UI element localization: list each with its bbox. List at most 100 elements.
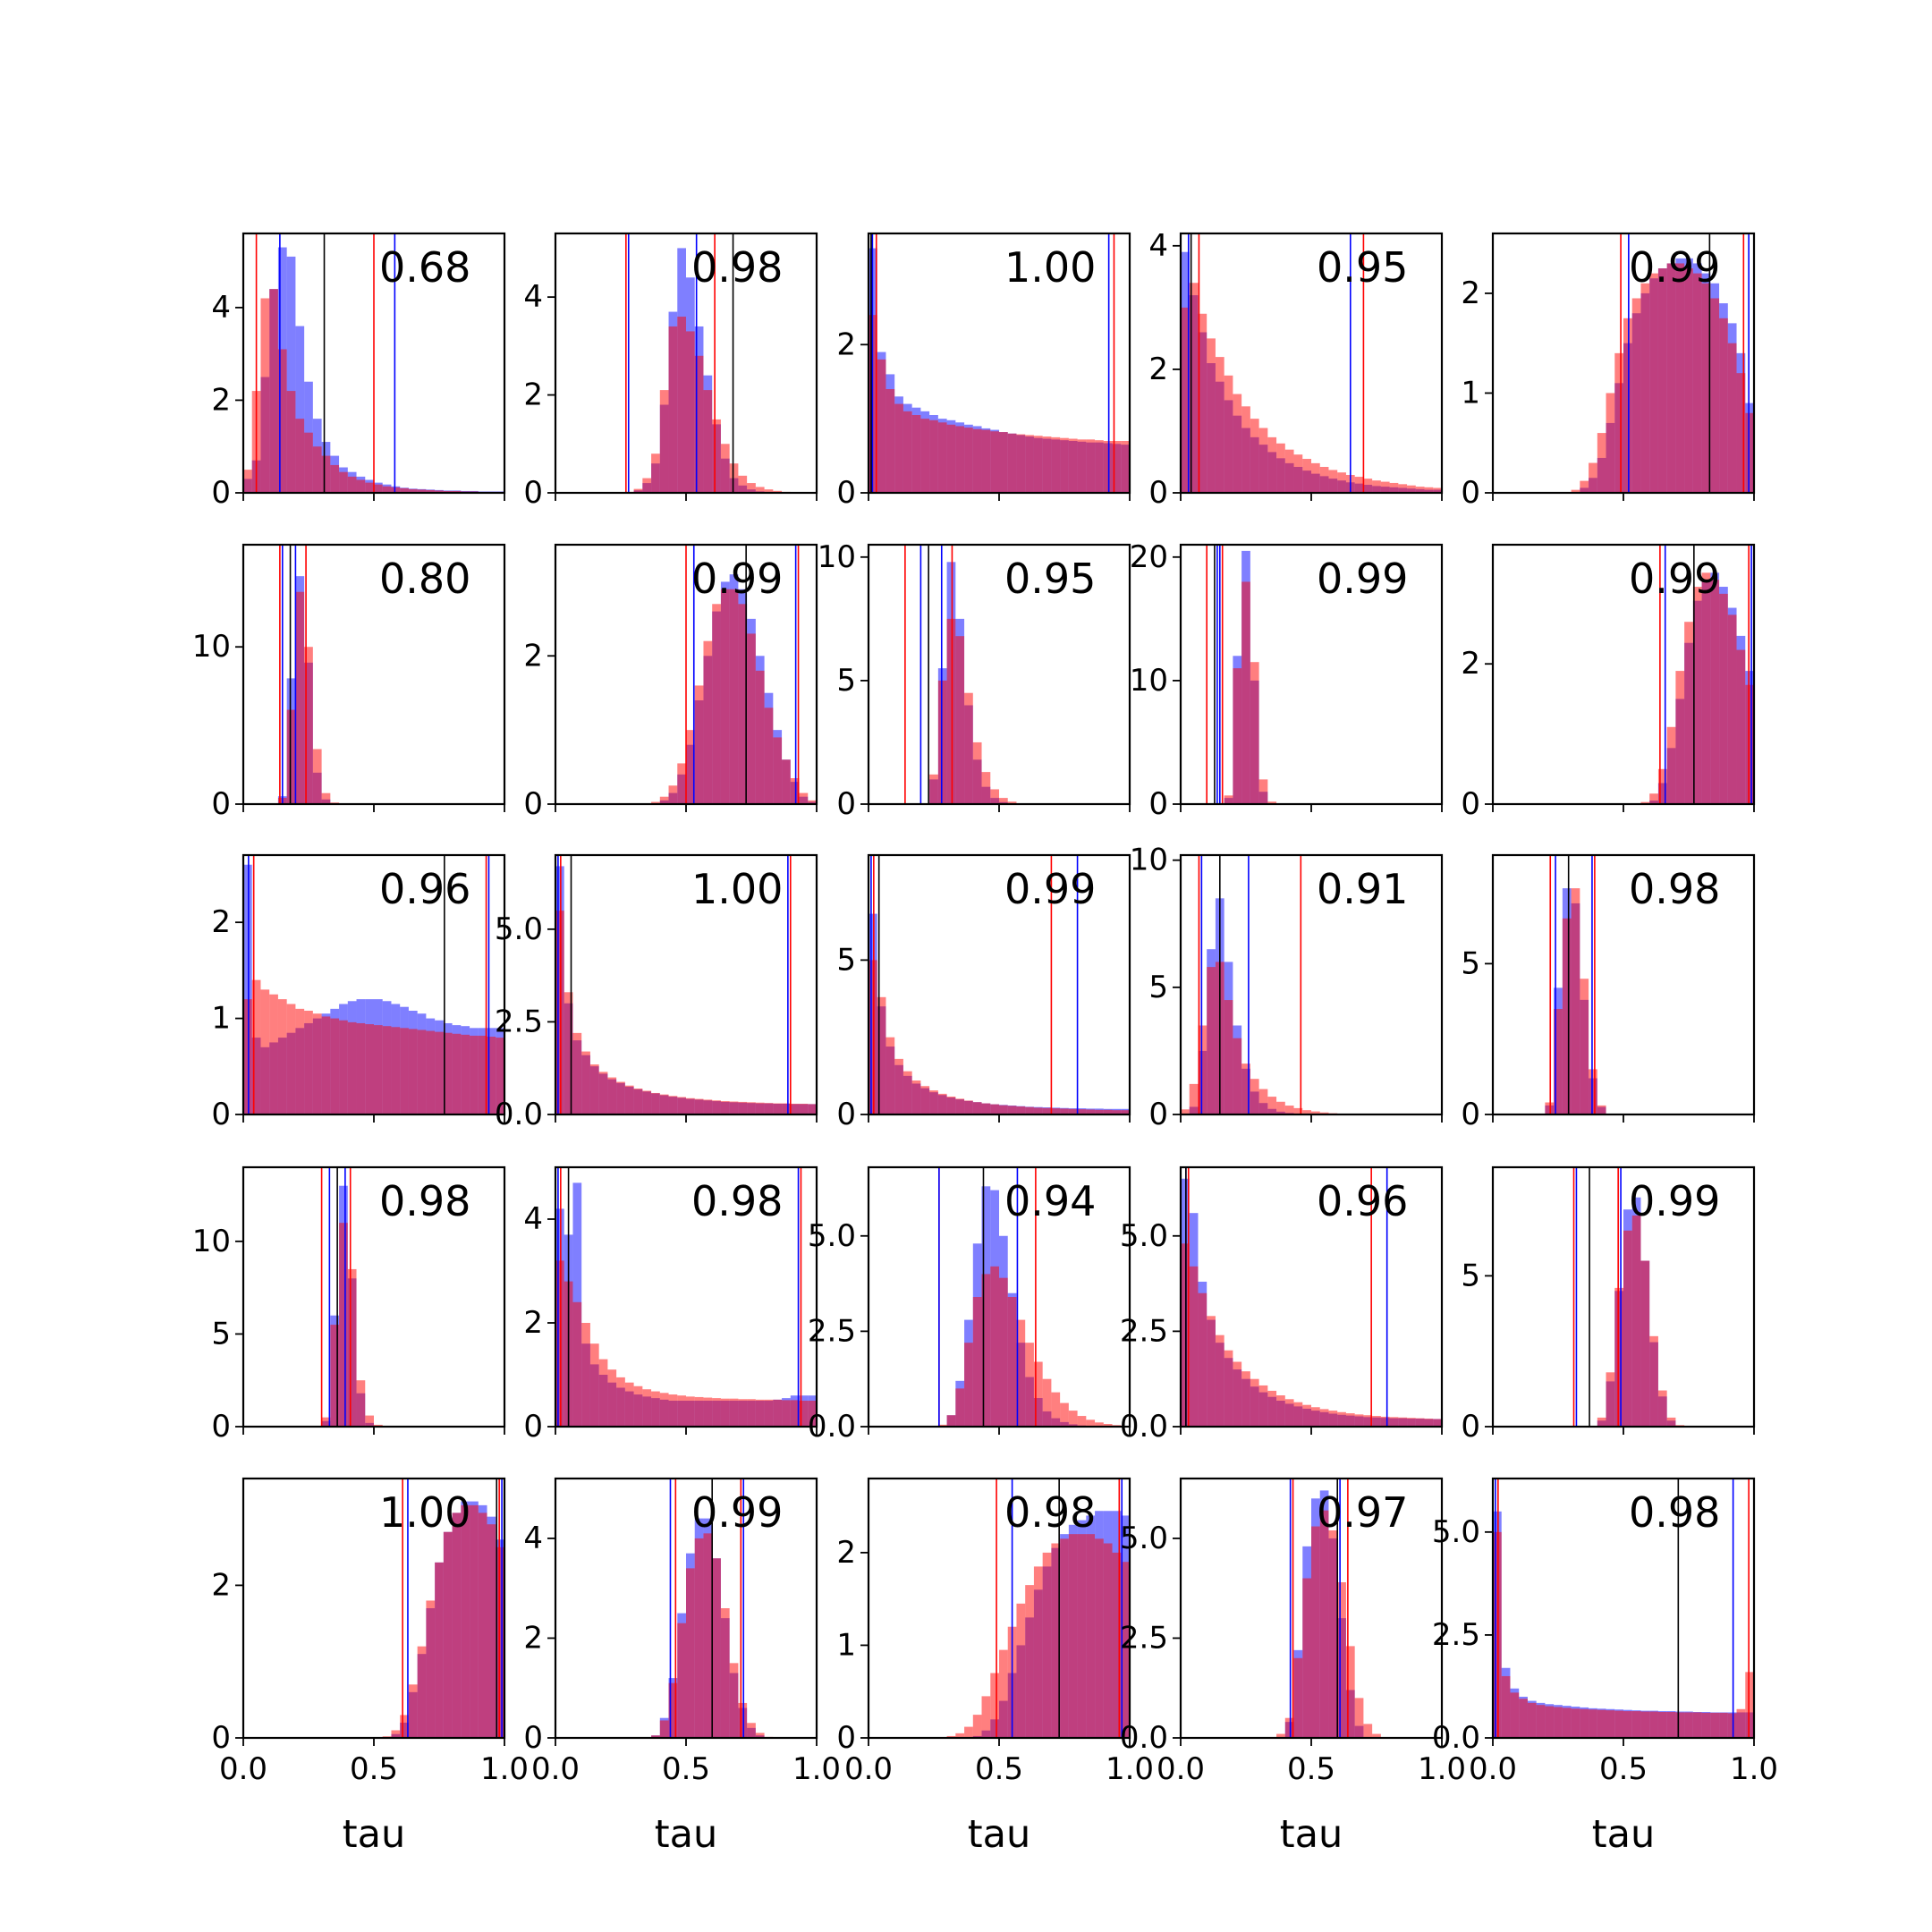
series-b-bar <box>1060 437 1069 493</box>
series-b-bar <box>929 419 938 493</box>
score-label: 0.96 <box>379 865 470 913</box>
y-tick-label: 0.0 <box>495 1097 543 1132</box>
y-tick-label: 0 <box>836 1097 856 1132</box>
series-b-bar <box>1727 343 1737 493</box>
series-b-bar <box>1623 1230 1632 1427</box>
series-b-bar <box>686 1097 695 1114</box>
y-tick-label: 4 <box>523 1521 543 1556</box>
x-tick-label: 0.0 <box>1469 1751 1517 1787</box>
y-tick-label: 2 <box>1461 646 1480 682</box>
y-tick-label: 0 <box>836 786 856 822</box>
subplot-r1-c1: 0 2 4 0.68 <box>211 232 506 511</box>
series-b-bar <box>1276 1395 1285 1427</box>
x-axis-label: tau <box>1280 1812 1343 1857</box>
subplot-r5-c1: 0 2 0.0 0.5 1.0 1.00 tau <box>211 1477 529 1857</box>
series-b-bar <box>755 1399 765 1427</box>
series-b-bar <box>1692 273 1702 493</box>
series-b-bar <box>1640 283 1650 493</box>
series-b-bar <box>877 996 886 1114</box>
series-b-bar <box>260 989 270 1114</box>
series-b-bar <box>1510 1692 1520 1738</box>
series-b-bar <box>564 992 573 1114</box>
score-label: 1.00 <box>379 1488 470 1537</box>
series-b-bar <box>391 487 401 493</box>
series-b-bar <box>955 1733 965 1738</box>
series-b-bar <box>999 798 1008 804</box>
score-label: 0.91 <box>1317 865 1408 913</box>
series-b-bar <box>764 1399 774 1427</box>
series-b-bar <box>1198 1292 1208 1427</box>
series-b-bar <box>426 489 436 493</box>
x-axis-label: tau <box>968 1812 1030 1857</box>
y-tick-label: 5.0 <box>1120 1218 1168 1254</box>
y-tick-label: 1 <box>836 1627 856 1663</box>
series-b-bar <box>1424 1419 1434 1427</box>
series-b-bar <box>1233 668 1242 804</box>
series-b-bar <box>1666 263 1676 493</box>
series-b-bar <box>1060 1402 1069 1427</box>
series-b-bar <box>659 1094 669 1114</box>
series-b-bar <box>616 1377 625 1427</box>
series-b-bar <box>581 1323 590 1427</box>
series-b-bar <box>1051 1543 1061 1738</box>
x-tick-label: 1.0 <box>1730 1751 1778 1787</box>
score-label: 0.99 <box>1004 865 1096 913</box>
y-tick-label: 2 <box>523 1305 543 1341</box>
series-b-bar <box>1389 1417 1399 1427</box>
series-b-bar <box>1112 1552 1122 1738</box>
series-b-bar <box>1606 393 1615 493</box>
series-b-bar <box>1623 1711 1632 1738</box>
series-b-bar <box>304 1011 313 1114</box>
series-b-bar <box>955 1388 965 1427</box>
series-b-bar <box>1606 1372 1615 1427</box>
series-b-bar <box>720 1101 730 1114</box>
score-label: 0.98 <box>1629 865 1720 913</box>
series-b-bar <box>1415 1418 1425 1427</box>
series-b-bar <box>686 331 695 493</box>
series-b-bar <box>659 796 669 804</box>
series-b-bar <box>877 359 886 493</box>
series-b-bar <box>651 1735 660 1738</box>
series-b-bar <box>555 1260 564 1427</box>
series-b-bar <box>799 792 809 804</box>
subplot-r5-c2: 0 2 4 0.0 0.5 1.0 0.99 tau <box>523 1477 841 1857</box>
y-tick-label: 5.0 <box>495 911 543 947</box>
y-tick-label: 2 <box>523 638 543 674</box>
series-b-bar <box>782 759 791 804</box>
series-b-bar <box>365 1415 374 1427</box>
series-b-bar <box>1319 1510 1329 1738</box>
series-b-bar <box>668 326 678 493</box>
y-tick-label: 5 <box>1461 945 1480 981</box>
series-b-bar <box>999 1105 1008 1114</box>
series-b-bar <box>712 419 721 493</box>
series-b-bar <box>747 483 756 493</box>
series-b-bar <box>955 426 965 493</box>
series-b-bar <box>1293 454 1303 493</box>
series-b-bar <box>1267 1390 1277 1427</box>
series-b-bar <box>1198 1025 1208 1114</box>
series-b-bar <box>496 1546 504 1738</box>
series-b-bar <box>1354 1414 1364 1427</box>
score-label: 0.80 <box>379 555 470 603</box>
series-b-bar <box>321 1417 331 1427</box>
series-b-bar <box>1580 1708 1589 1738</box>
series-b-bar <box>1407 485 1416 493</box>
series-b-bar <box>1033 1361 1043 1427</box>
series-b-bar <box>703 1397 713 1427</box>
series-b-bar <box>981 1103 991 1114</box>
series-b-bar <box>1623 318 1632 493</box>
series-b-bar <box>1033 436 1043 493</box>
series-b-bar <box>1284 1399 1294 1427</box>
series-b-bar <box>1407 1418 1416 1427</box>
series-b-bar <box>1198 313 1208 493</box>
subplot-r4-c3: 0.0 2.5 5.0 0.94 <box>808 1165 1131 1445</box>
series-b-bar <box>1736 1708 1746 1738</box>
series-b-bar <box>321 792 331 804</box>
subplot-r4-c5: 050.99 <box>1461 1165 1756 1445</box>
series-b-bar <box>1112 1110 1122 1114</box>
series-b-bar <box>1657 768 1667 804</box>
series-b-bar <box>703 390 713 493</box>
series-b-bar <box>1224 1000 1233 1114</box>
series-b-bar <box>330 1325 340 1427</box>
series-b-bar <box>1060 1108 1069 1114</box>
